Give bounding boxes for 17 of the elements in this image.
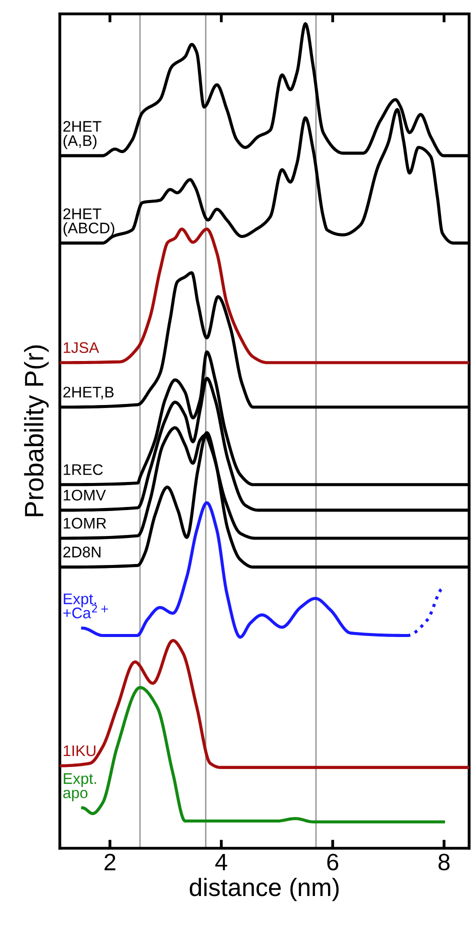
series-label: 1IKU: [64, 746, 96, 756]
series-label: Expt. apo: [63, 773, 96, 802]
series-label: Expt. +Ca$^{2+}$: [63, 594, 108, 618]
series-label: 2D8N: [63, 546, 100, 558]
series-label: 2HET (ABCD): [63, 208, 114, 236]
series-label: 1OMR: [64, 518, 106, 529]
y-axis-title: Probability P(r): [24, 345, 49, 516]
x-tick-label: 6: [327, 854, 338, 870]
x-tick-label: 4: [215, 854, 228, 870]
series-label: 1JSA: [64, 342, 100, 354]
x-axis-title: distance (nm): [190, 878, 339, 902]
series-label: 2HET,B: [63, 386, 114, 400]
x-tick-label: 8: [438, 854, 450, 870]
series-label: 1REC: [64, 464, 103, 476]
series-label: 1OMV: [64, 490, 106, 501]
x-tick-label: 2: [104, 854, 116, 870]
series-label: 2HET (A,B): [63, 121, 102, 150]
